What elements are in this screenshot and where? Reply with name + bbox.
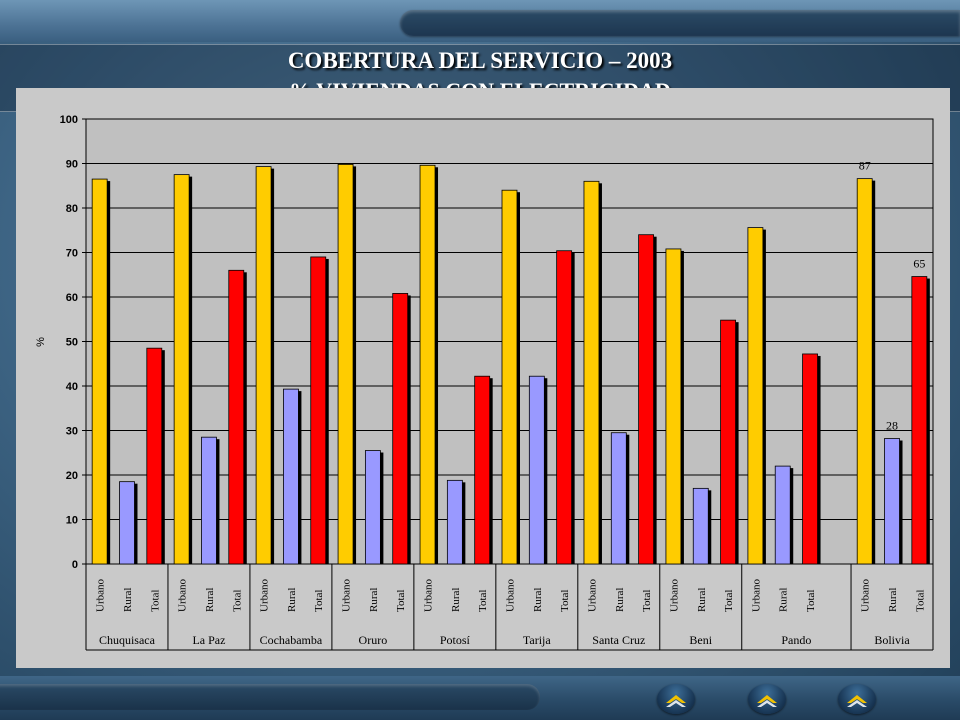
bar-category-label: Urbano [423, 579, 435, 612]
bar-category-label: Rural [122, 588, 134, 612]
group-label: Tarija [523, 633, 551, 647]
bar [255, 166, 272, 565]
bar-category-label: Rural [887, 588, 899, 612]
group-label: La Paz [192, 633, 225, 647]
bar [119, 481, 135, 565]
bar-category-label: Rural [696, 588, 708, 612]
data-label: 65 [913, 257, 925, 271]
bar [446, 479, 463, 565]
nav-button-1[interactable] [657, 684, 695, 714]
bar [201, 436, 217, 565]
bar [419, 164, 436, 565]
bar-category-label: Urbano [341, 579, 353, 612]
y-tick-label: 30 [66, 426, 78, 438]
bar-category-label: Total [149, 590, 161, 612]
bar-category-label: Total [914, 590, 926, 612]
bar-category-label: Rural [450, 588, 462, 612]
y-tick-label: 50 [66, 337, 78, 349]
bar [747, 227, 764, 565]
bar [774, 465, 791, 565]
bar-category-label: Total [395, 590, 407, 612]
y-tick-label: 0 [72, 559, 78, 571]
bar-category-label: Urbano [177, 579, 189, 612]
bar [228, 269, 245, 565]
bar-category-label: Total [723, 590, 735, 612]
bar-category-label: Total [805, 590, 817, 612]
bar [556, 250, 573, 565]
bar-category-label: Total [641, 590, 653, 612]
y-tick-label: 20 [66, 470, 78, 482]
bottom-decorative-pill [0, 684, 540, 710]
bar-category-label: Rural [204, 588, 216, 612]
top-decorative-bar [400, 10, 960, 36]
nav-button-3[interactable] [838, 684, 876, 714]
bar [337, 163, 354, 565]
nav-icon [847, 695, 867, 707]
bar [911, 276, 928, 565]
bar-category-label: Total [477, 590, 489, 612]
bar-category-label: Total [559, 590, 571, 612]
bar [802, 353, 818, 565]
bar [501, 189, 518, 565]
bar [528, 375, 545, 565]
bar-category-label: Urbano [586, 579, 598, 612]
bar-category-label: Rural [532, 588, 544, 612]
bar-category-label: Urbano [668, 579, 680, 612]
bar [638, 234, 655, 565]
bar-category-label: Urbano [95, 579, 107, 612]
data-label: 87 [859, 159, 871, 173]
bar-category-label: Rural [778, 588, 790, 612]
y-tick-label: 90 [66, 159, 78, 171]
nav-button-2[interactable] [748, 684, 786, 714]
bar [720, 319, 736, 565]
bar-category-label: Rural [614, 588, 626, 612]
bar [884, 438, 900, 565]
bar [665, 248, 682, 565]
bar [474, 375, 491, 565]
bar [583, 180, 600, 565]
group-label: Beni [689, 633, 712, 647]
slide-title: COBERTURA DEL SERVICIO – 2003 [287, 48, 673, 73]
group-label: Bolivia [874, 633, 910, 647]
bar-category-label: Total [231, 590, 243, 612]
bar-category-label: Rural [286, 588, 298, 612]
group-label: Oruro [359, 633, 388, 647]
bar [173, 174, 190, 565]
bar-category-label: Total [313, 590, 325, 612]
bar [283, 388, 299, 565]
bar-category-label: Urbano [505, 579, 517, 612]
group-label: Potosí [440, 633, 471, 647]
bar [692, 487, 709, 565]
bar [364, 450, 381, 565]
y-axis-label: % [35, 337, 47, 347]
y-tick-label: 10 [66, 515, 78, 527]
y-tick-label: 60 [66, 292, 78, 304]
y-tick-label: 80 [66, 203, 78, 215]
y-tick-label: 70 [66, 248, 78, 260]
y-tick-label: 40 [66, 381, 78, 393]
y-tick-label: 100 [60, 114, 78, 126]
bar-category-label: Rural [368, 588, 380, 612]
bar-category-label: Urbano [259, 579, 271, 612]
bar-category-label: Urbano [750, 579, 762, 612]
bar-category-label: Urbano [860, 579, 872, 612]
group-label: Santa Cruz [592, 633, 645, 647]
bar [91, 178, 108, 565]
bar [856, 178, 873, 565]
bar [310, 256, 327, 565]
group-label: Chuquisaca [99, 633, 156, 647]
data-label: 28 [886, 419, 898, 433]
bar [392, 293, 409, 565]
nav-icon [757, 695, 777, 707]
bar [146, 347, 163, 565]
nav-icon [666, 695, 686, 707]
group-label: Pando [781, 633, 811, 647]
bar [610, 432, 627, 565]
group-label: Cochabamba [260, 633, 323, 647]
